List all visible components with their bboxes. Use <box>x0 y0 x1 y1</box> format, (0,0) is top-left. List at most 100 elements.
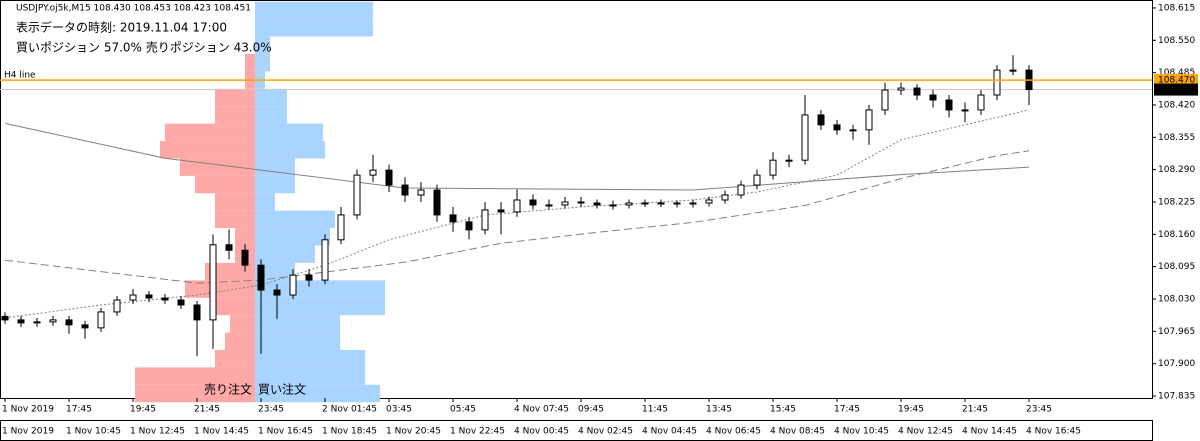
sell-order-bar <box>160 141 255 159</box>
buy-order-bar <box>255 297 385 316</box>
candle-body <box>913 87 921 96</box>
buy-order-bar <box>255 141 325 159</box>
x-tick-label: 11:45 <box>642 405 668 415</box>
y-tick-label: 108.485 <box>1158 68 1195 78</box>
plot-frame <box>0 0 1153 399</box>
candle-body <box>193 304 201 321</box>
candle-body <box>529 199 537 206</box>
candle-body <box>977 94 985 111</box>
sell-order-bar <box>215 193 255 211</box>
x-tick-label-bottom: 1 Nov 18:45 <box>322 427 377 437</box>
candle-body <box>81 324 89 329</box>
x-tick-label: 23:45 <box>1026 405 1052 415</box>
candle-body <box>257 264 265 291</box>
buy-order-bar <box>255 228 330 246</box>
candle-body <box>385 169 393 186</box>
candle-body <box>833 124 841 131</box>
buy-order-bar <box>255 53 270 72</box>
x-tick-label: 17:45 <box>834 405 860 415</box>
series-layer <box>0 55 1152 357</box>
x-tick-label: 09:45 <box>578 405 604 415</box>
candle-body <box>433 189 441 216</box>
candle-body <box>177 299 185 306</box>
sell-order-bar <box>195 175 255 194</box>
y-tick-label: 108.030 <box>1158 294 1195 304</box>
candle-body <box>641 202 649 205</box>
y-tick-label: 108.225 <box>1158 197 1195 207</box>
x-tick-label-bottom: 1 Nov 12:45 <box>130 427 185 437</box>
y-tick-label: 107.900 <box>1158 359 1195 369</box>
buy-order-bar <box>255 332 340 350</box>
y-tick-label: 108.290 <box>1158 165 1195 175</box>
x-tick-label: 1 Nov 2019 <box>2 405 54 415</box>
candle-body <box>865 109 873 131</box>
candle-body <box>241 249 249 266</box>
x-tick-label-bottom: 4 Nov 02:45 <box>578 427 633 437</box>
sell-order-bar <box>215 349 255 368</box>
x-tick-label: 4 Nov 07:45 <box>514 405 569 415</box>
candle-body <box>993 69 1001 96</box>
buy-order-bar <box>255 175 295 194</box>
x-tick-label-bottom: 4 Nov 04:45 <box>642 427 697 437</box>
y-tick-label: 108.615 <box>1158 3 1195 13</box>
x-tick-label: 17:45 <box>66 405 92 415</box>
y-tick-label: 108.160 <box>1158 230 1195 240</box>
candle-body <box>657 202 665 205</box>
sell-order-bar <box>165 123 255 142</box>
buy-order-bar <box>255 123 323 142</box>
sell-order-bar <box>225 332 255 350</box>
candle-body <box>225 244 233 251</box>
buy-order-bar <box>255 315 340 333</box>
candle-body <box>17 319 25 324</box>
candle-body <box>513 199 521 213</box>
moving-average <box>4 150 1030 284</box>
candle-body <box>737 184 745 196</box>
moving-average <box>4 109 1030 319</box>
buy-order-bar <box>255 158 295 176</box>
x-tick-label: 15:45 <box>770 405 796 415</box>
buy-order-bar <box>255 88 287 107</box>
candle-body <box>1009 69 1017 72</box>
x-tick-label: 03:45 <box>386 405 412 415</box>
candle-body <box>289 274 297 296</box>
candle-body <box>481 209 489 231</box>
buy-order-bar <box>255 384 380 403</box>
candle-body <box>817 114 825 126</box>
candle-body <box>465 221 473 231</box>
candle-body <box>577 201 585 204</box>
y-tick-label: 108.095 <box>1158 262 1195 272</box>
sell-order-bar <box>215 88 255 107</box>
candle-body <box>497 209 505 213</box>
x-tick-label-bottom: 4 Nov 10:45 <box>834 427 889 437</box>
candle-body <box>49 319 57 323</box>
candle-body <box>753 174 761 186</box>
x-tick-label-bottom: 4 Nov 16:45 <box>1026 427 1081 437</box>
annotation: 表示データの時刻: 2019.11.04 17:00 <box>16 20 227 35</box>
x-tick-label: 21:45 <box>194 405 220 415</box>
candle-body <box>593 202 601 206</box>
candle-body <box>113 299 121 313</box>
y-tick-label: 107.835 <box>1158 392 1195 402</box>
candle-body <box>401 184 409 196</box>
candle-body <box>97 311 105 329</box>
candle-body <box>369 169 377 176</box>
candle-body <box>849 129 857 132</box>
legend-buy: 買い注文 <box>258 382 306 397</box>
candle-body <box>929 94 937 101</box>
sell-order-bar <box>235 228 255 246</box>
x-tick-label: 2 Nov 01:45 <box>322 405 377 415</box>
h4-price-box <box>1154 74 1198 87</box>
h4-price-label: 108.470 <box>1158 76 1195 86</box>
sell-order-bar <box>185 280 255 298</box>
sell-order-bar <box>205 262 255 281</box>
x-tick-label: 23:45 <box>258 405 284 415</box>
labels-layer: 売り注文 買い注文 108.615 108.550 108.485 108.420 108.… <box>0 3 1198 437</box>
candle-body <box>785 159 793 162</box>
x-tick-label-bottom: 4 Nov 00:45 <box>514 427 569 437</box>
x-tick-label-bottom: 1 Nov 22:45 <box>450 427 505 437</box>
sell-order-bar <box>135 384 255 403</box>
x-tick-label-bottom: 4 Nov 14:45 <box>962 427 1017 437</box>
x-tick-label: 19:45 <box>898 405 924 415</box>
candle-body <box>449 214 457 223</box>
